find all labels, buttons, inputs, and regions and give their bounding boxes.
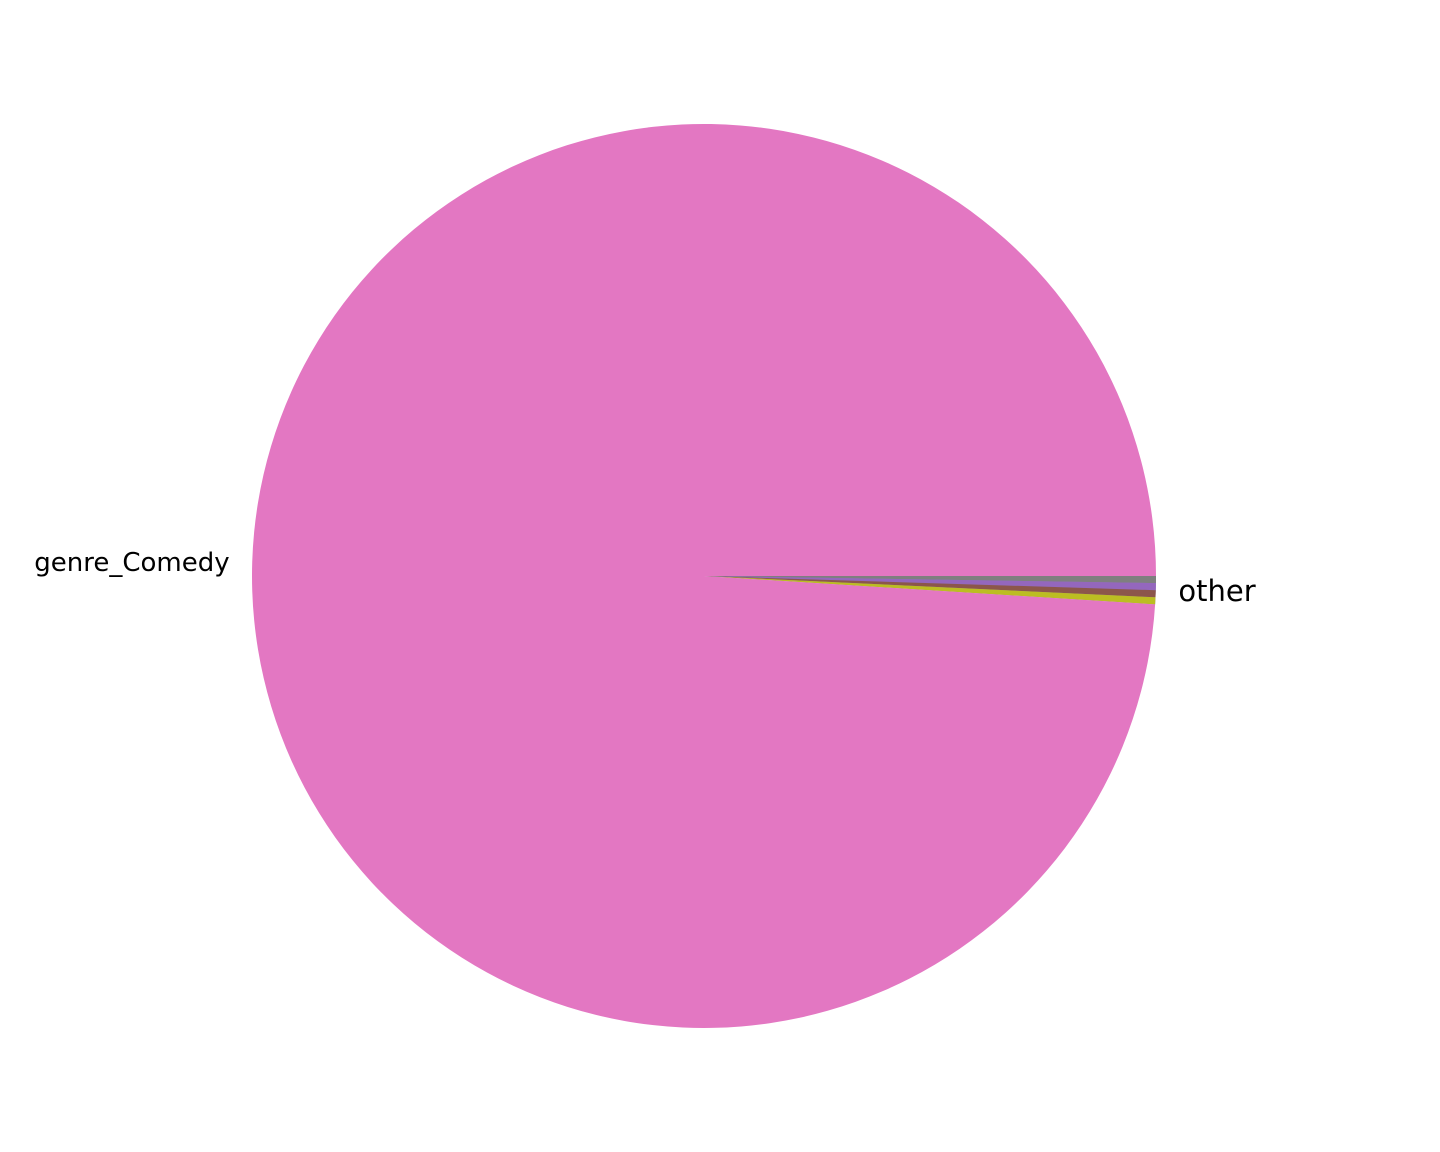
- pie-slice-other-part: [704, 576, 1156, 584]
- pie-slice-genre-comedy: [251, 123, 1156, 1028]
- pie-label-genre-comedy: genre_Comedy: [34, 548, 229, 578]
- pie-slice-other-part: [704, 576, 1156, 591]
- pie-slices: [251, 123, 1156, 1028]
- pie-label-other: other: [1178, 574, 1255, 608]
- pie-slice-other-part: [704, 576, 1156, 598]
- pie-labels: other genre_Comedy: [34, 548, 1255, 608]
- pie-slice-other-part: [704, 576, 1156, 605]
